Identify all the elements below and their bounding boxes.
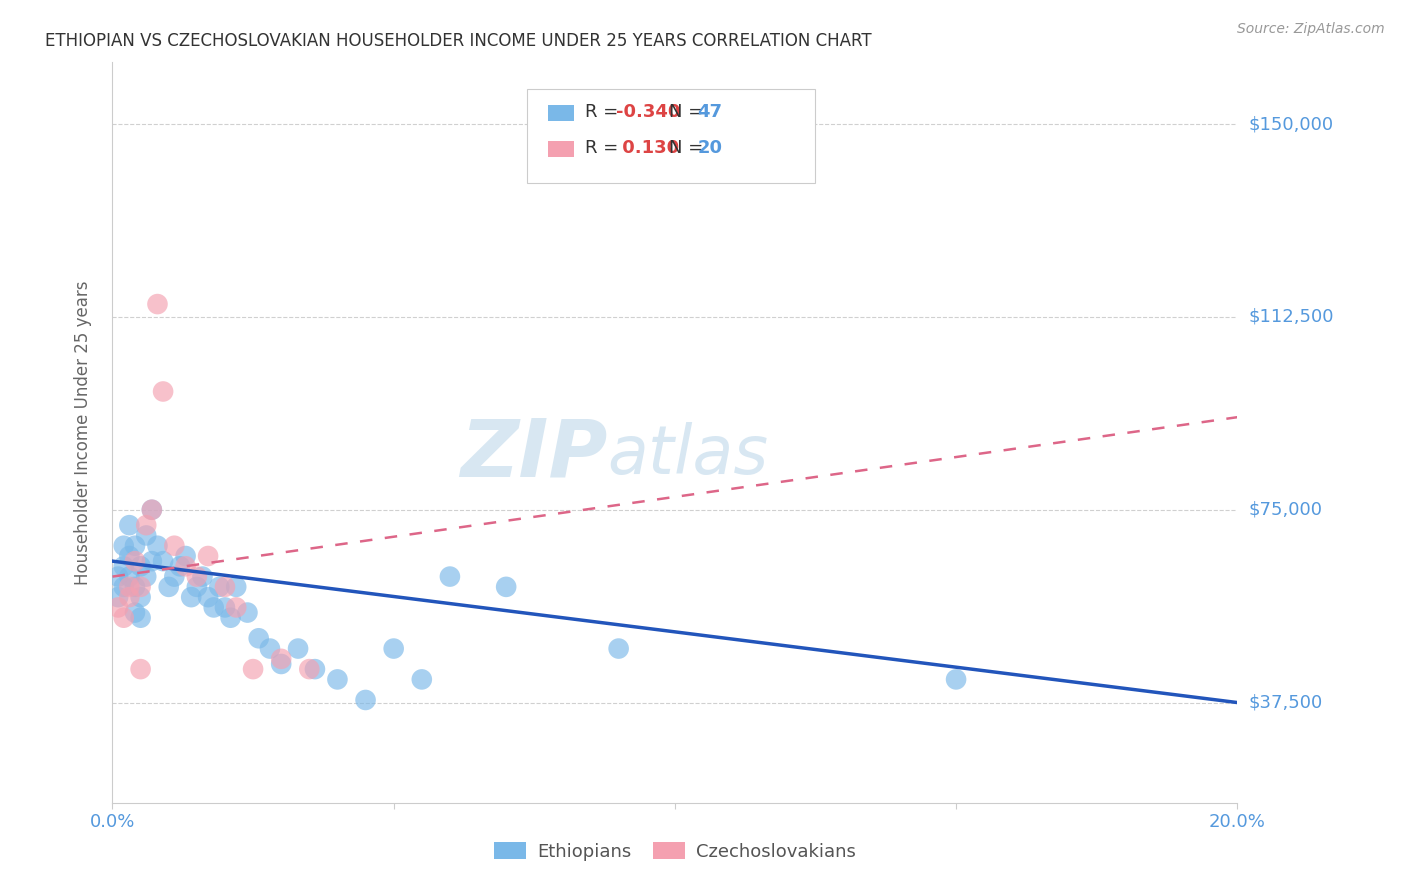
Point [129,559,152,574]
Point [174,559,197,574]
Text: -0.340: -0.340 [616,103,681,121]
Point [135,518,157,533]
Point [129,610,152,624]
Point [202,600,225,615]
Text: 0.130: 0.130 [616,139,679,157]
Point [945,673,967,687]
Point [118,569,141,583]
Point [135,569,157,583]
Point [304,662,326,676]
Text: $150,000: $150,000 [1249,115,1333,133]
Point [118,549,141,563]
Point [129,580,152,594]
Text: ETHIOPIAN VS CZECHOSLOVAKIAN HOUSEHOLDER INCOME UNDER 25 YEARS CORRELATION CHART: ETHIOPIAN VS CZECHOSLOVAKIAN HOUSEHOLDER… [45,32,872,50]
Point [495,580,517,594]
Point [354,693,377,707]
Text: 47: 47 [697,103,723,121]
Text: $75,000: $75,000 [1249,500,1323,519]
Point [607,641,630,656]
Text: 20: 20 [697,139,723,157]
Point [219,610,242,624]
Point [112,559,135,574]
Point [225,600,247,615]
Point [118,590,141,604]
Point [112,539,135,553]
Point [124,539,146,553]
Point [169,559,191,574]
Point [107,569,129,583]
Point [197,549,219,563]
Point [129,590,152,604]
Point [186,569,208,583]
Text: Source: ZipAtlas.com: Source: ZipAtlas.com [1237,22,1385,37]
Text: N =: N = [669,103,709,121]
Point [141,554,163,568]
Point [214,600,236,615]
Text: N =: N = [669,139,709,157]
Point [439,569,461,583]
Point [152,554,174,568]
Text: atlas: atlas [607,422,769,488]
Point [247,632,270,646]
Point [270,657,292,671]
Point [141,502,163,516]
Point [163,569,186,583]
Point [270,652,292,666]
Point [186,580,208,594]
Legend: Ethiopians, Czechoslovakians: Ethiopians, Czechoslovakians [486,835,863,868]
Point [146,539,169,553]
Point [214,580,236,594]
Point [135,528,157,542]
Point [107,600,129,615]
Point [180,590,202,604]
Point [298,662,321,676]
Point [157,580,180,594]
Point [112,610,135,624]
Point [118,580,141,594]
Point [208,580,231,594]
Point [225,580,247,594]
Point [236,606,259,620]
Point [197,590,219,604]
Text: $112,500: $112,500 [1249,308,1334,326]
Point [141,502,163,516]
Point [129,662,152,676]
Point [124,554,146,568]
Point [382,641,405,656]
Point [118,518,141,533]
Y-axis label: Householder Income Under 25 years: Householder Income Under 25 years [73,280,91,585]
Point [287,641,309,656]
Point [411,673,433,687]
Point [242,662,264,676]
Point [124,606,146,620]
Point [124,580,146,594]
Point [163,539,186,553]
Point [326,673,349,687]
Point [112,580,135,594]
Text: ZIP: ZIP [460,416,607,494]
Text: R =: R = [585,103,624,121]
Point [152,384,174,399]
Point [107,590,129,604]
Text: R =: R = [585,139,624,157]
Point [191,569,214,583]
Text: $37,500: $37,500 [1249,694,1323,712]
Point [259,641,281,656]
Point [146,297,169,311]
Point [174,549,197,563]
